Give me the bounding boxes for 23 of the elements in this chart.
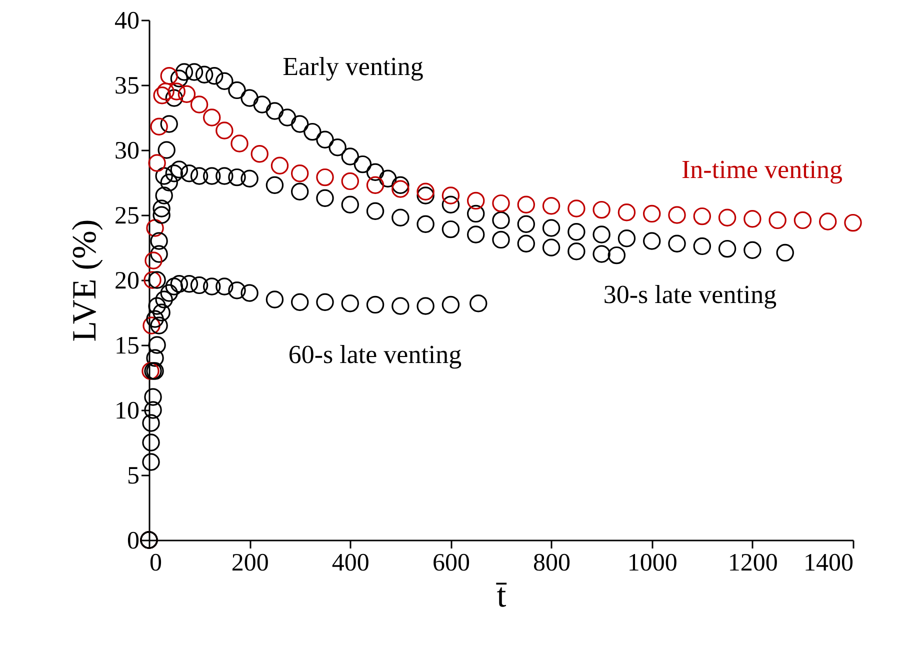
- x-tick-label: 1000: [627, 550, 678, 576]
- x-tick-label: 1200: [728, 550, 778, 576]
- x-tick-label: 800: [533, 550, 571, 576]
- x-tick-label: 400: [332, 550, 370, 576]
- y-tick-label: 15: [114, 332, 140, 360]
- series-label: Early venting: [282, 52, 424, 81]
- y-tick-label: 5: [127, 462, 140, 490]
- y-tick-label: 40: [114, 8, 140, 34]
- y-tick-label: 30: [114, 138, 140, 164]
- y-tick-label: 25: [114, 202, 140, 230]
- y-tick-label: 20: [114, 268, 140, 294]
- x-tick-label: 1400: [804, 550, 854, 576]
- series-label: 30-s late venting: [603, 280, 777, 309]
- y-tick-label: 35: [114, 72, 140, 100]
- x-axis-title: t̄: [495, 578, 508, 614]
- y-tick-label: 0: [127, 528, 140, 554]
- x-tick-label: 0: [150, 550, 162, 576]
- series-label: 60-s late venting: [288, 340, 462, 369]
- x-tick-label: 200: [231, 550, 269, 576]
- y-axis-title: LVE (%): [66, 219, 104, 342]
- y-tick-label: 10: [114, 398, 140, 424]
- x-tick-label: 600: [432, 550, 470, 576]
- series-label: In-time venting: [681, 155, 843, 184]
